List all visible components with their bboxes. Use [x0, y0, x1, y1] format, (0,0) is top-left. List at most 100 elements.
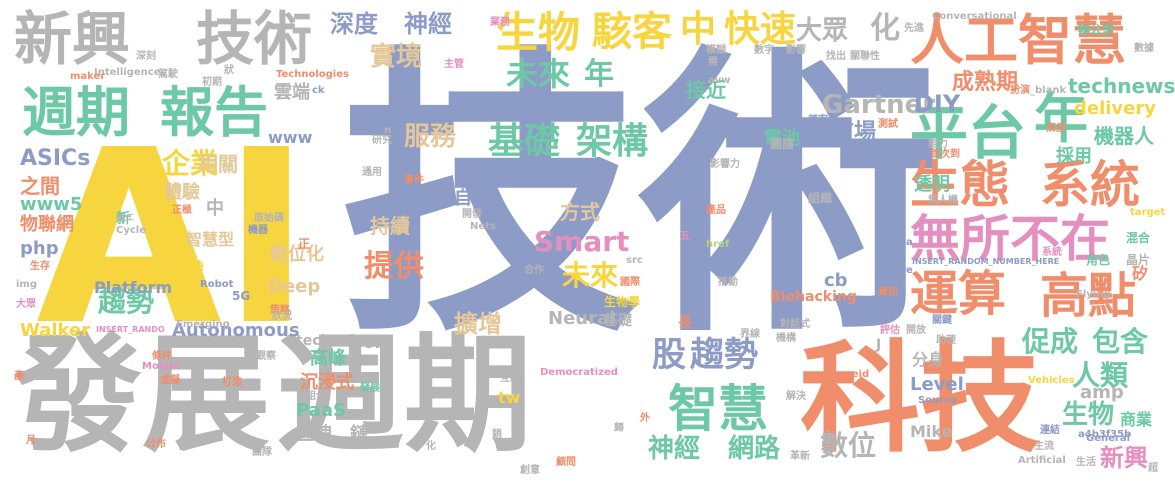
word-mobile: Mobile [142, 361, 180, 372]
word-jiqi: 機器 [248, 225, 268, 236]
word-touming: 透明 [914, 174, 950, 195]
word-banyan: 扮演 [1010, 85, 1030, 96]
word-wang: 網 [496, 439, 506, 450]
word-shenjing-blue: 神經 [404, 10, 452, 38]
word-chixu: 持續 [370, 214, 410, 238]
word-cb: cb [824, 270, 848, 291]
word-shuweihua: 數位化 [270, 244, 324, 265]
word-cucheng-green: 促成 [1022, 325, 1079, 358]
word-5g: 5G [232, 289, 251, 303]
word-zhouqi-gray: 週期 [276, 321, 533, 470]
word-a4b3f35b: a4b3f35b [1078, 429, 1132, 440]
word-qushi-green: 趨勢 [98, 285, 155, 318]
word-jigou: 機構 [776, 333, 796, 344]
word-shuzi: 數字 [754, 45, 774, 56]
word-guancha: 觀察 [256, 351, 276, 362]
word-src: src [626, 255, 643, 266]
word-shouci-dao: 首次到 [930, 149, 960, 160]
word-baohan: 包含 [1092, 325, 1149, 358]
word-tongyong: 通用 [362, 167, 382, 178]
word-dazhong-small: 大眾 [16, 299, 36, 310]
word-shengwu-green: 生物 [1062, 400, 1115, 430]
word-zhaochu: 找出 [826, 51, 846, 62]
word-shengcun: 生存 [30, 261, 50, 272]
word-yingxiangli: 影響力 [710, 159, 740, 170]
word-flying: Flying [1076, 289, 1111, 300]
word-qushi-blue: 趨勢 [690, 335, 758, 375]
word-delivery: delivery [1074, 98, 1156, 119]
word-dazao: 打造 [222, 377, 242, 388]
word-xin: 新 [116, 211, 130, 227]
word-general: General [1086, 433, 1130, 444]
word-amp: amp [1080, 382, 1124, 403]
word-vehicles: Vehicles [1028, 375, 1075, 386]
word-zhouqi-green: 週期 [22, 81, 130, 144]
word-chan: 產 [14, 371, 24, 382]
word-caiyong: 採用 [1056, 146, 1092, 167]
word-xitong-small: 系統 [1042, 247, 1062, 258]
word-weilai-yellow: 未來 [562, 259, 619, 292]
word-shenghuo: 生活 [1076, 457, 1096, 468]
word-shengwuxue: 生物學 [604, 295, 641, 309]
word-jiqiren: 機器人 [1094, 124, 1154, 148]
word-shenke: 深刻 [136, 51, 156, 62]
word-maker: maker [70, 71, 106, 82]
word-weilai-green: 未來 [506, 55, 571, 93]
word-wu: 五 [680, 231, 690, 242]
word-jiashi: 駕駛 [158, 69, 178, 80]
word-zhishi: 知識 [168, 260, 204, 281]
word-blank: _blank [1030, 85, 1067, 96]
word-shichang: 市場 [832, 120, 877, 145]
word-ai: AI [36, 98, 312, 378]
word-gui: 矽 [1132, 264, 1149, 283]
word-shijian: 事件 [404, 175, 424, 186]
word-jichu: 基礎 [488, 121, 561, 162]
word-zhuangkuang: 狀況 [272, 311, 292, 322]
word-gexin: 革新 [790, 451, 810, 462]
word-fazhan: 發展 [14, 321, 271, 470]
word-qukuai: 區塊 [296, 424, 332, 445]
word-xiangguan: 相關 [198, 152, 238, 176]
word-hunhe: 混合 [1126, 231, 1151, 245]
word-zhihui: 智慧 [668, 380, 768, 438]
word-technologies: Technologies [276, 69, 349, 80]
word-zheng: 正 [298, 237, 311, 251]
word-hua-small: 化 [426, 441, 436, 452]
word-hudong: 互動 [500, 373, 520, 384]
word-xinxing-pink: 新興 [1100, 444, 1148, 472]
word-zhuliu: 主流 [1034, 441, 1054, 452]
word-wurenji: 無人機 [928, 195, 958, 206]
word-gui-small: 歸 [614, 423, 624, 434]
word-zuzhi: 組織 [808, 191, 833, 205]
word-gaodian: 高點 [1040, 268, 1137, 324]
word-gu: 股 [652, 335, 686, 375]
word-conversational: Conversational [932, 11, 1017, 22]
word-yunsuan: 運算 [910, 266, 1007, 322]
word-chao: 超 [1148, 463, 1158, 474]
word-nengli: 能力 [928, 139, 948, 150]
word-shijing: 實境 [370, 42, 423, 72]
word-diy: DIY [914, 90, 961, 118]
word-kaifang: 開放 [906, 325, 926, 336]
word-zhihuixing: 智慧型 [186, 230, 235, 249]
word-tigong: 提供 [364, 249, 424, 284]
word-wanglu: 網路 [728, 434, 781, 464]
word-yewu: 業務 [490, 17, 510, 28]
word-neural: Neural [548, 308, 616, 329]
word-autonomous: Autonomous [172, 320, 300, 341]
word-smart: Smart [534, 225, 630, 258]
word-zuhe: 組合 [306, 391, 326, 402]
word-cycle: Cycle [116, 225, 146, 236]
word-jichu-small: 基礎 [604, 313, 632, 329]
word-tiaojian: 條件 [152, 351, 172, 362]
word-shengwu-yellow: 生物 [496, 8, 581, 57]
word-xitong: 系統 [1040, 156, 1140, 214]
word-haike: 駭客 [592, 9, 672, 55]
word-zhuguan: 主管 [444, 59, 464, 70]
word-img: img [16, 279, 38, 290]
word-hua: 化 [870, 11, 900, 46]
word-zidong: 自動 [454, 188, 490, 209]
word-chang: 長 [678, 315, 692, 331]
word-dianchi: 電池 [764, 128, 800, 149]
word-fuwu: 服務 [404, 122, 457, 152]
